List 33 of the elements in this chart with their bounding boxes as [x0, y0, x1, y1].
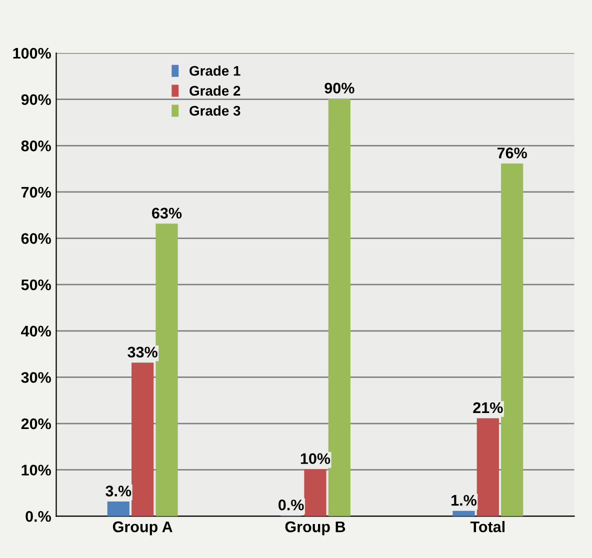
legend-label: Grade 3 — [190, 106, 240, 116]
bar — [107, 502, 130, 516]
y-tick-label: 40% — [21, 326, 51, 337]
x-tick-label: Total — [470, 521, 505, 532]
y-tick-label: 80% — [21, 140, 51, 152]
legend-label: Grade 2 — [190, 86, 240, 96]
data-label: 21% — [473, 402, 503, 414]
data-label: 76% — [497, 148, 527, 158]
data-label: 33% — [128, 346, 158, 358]
bar — [304, 469, 326, 516]
bar — [156, 224, 178, 516]
legend-label: Grade 1 — [190, 66, 240, 76]
data-label: 63% — [152, 208, 182, 219]
y-tick-label: 0.% — [26, 511, 51, 522]
y-tick-label: 60% — [21, 233, 51, 244]
data-label: 3.% — [106, 486, 132, 496]
bar — [452, 510, 475, 516]
data-label: 90% — [324, 82, 354, 94]
y-tick-label: 90% — [21, 94, 51, 106]
data-label: 0.% — [278, 500, 304, 510]
y-tick-label: 10% — [22, 464, 51, 476]
y-tick-label: 100% — [13, 48, 51, 59]
y-tick-label: 50% — [21, 279, 51, 290]
x-tick-label: Group B — [285, 521, 346, 536]
bar — [132, 362, 154, 516]
y-tick-label: 20% — [21, 418, 51, 430]
y-tick-label: 30% — [21, 372, 51, 383]
data-label: 10% — [300, 453, 330, 464]
bar — [476, 418, 499, 516]
bar — [501, 163, 524, 516]
x-tick-label: Group A — [112, 521, 172, 536]
y-tick-label: 70% — [21, 186, 51, 198]
data-label: 1.% — [452, 494, 476, 506]
